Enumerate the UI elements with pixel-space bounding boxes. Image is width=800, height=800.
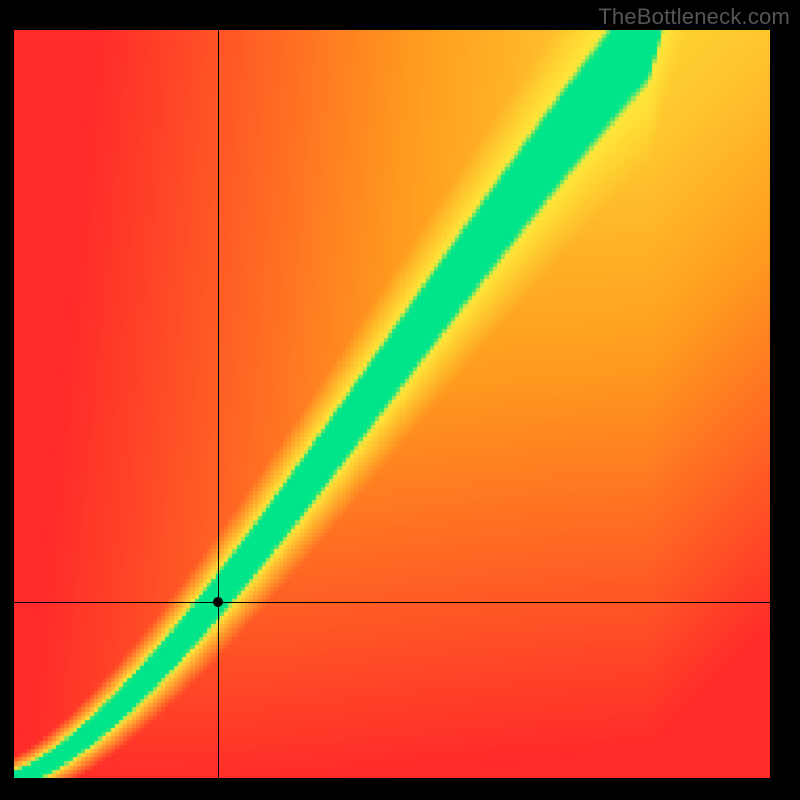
crosshair-vertical: [218, 30, 219, 778]
heatmap-canvas: [14, 30, 770, 778]
watermark-text: TheBottleneck.com: [598, 4, 790, 30]
crosshair-horizontal: [14, 602, 770, 603]
crosshair-marker: [213, 597, 223, 607]
chart-container: TheBottleneck.com: [0, 0, 800, 800]
